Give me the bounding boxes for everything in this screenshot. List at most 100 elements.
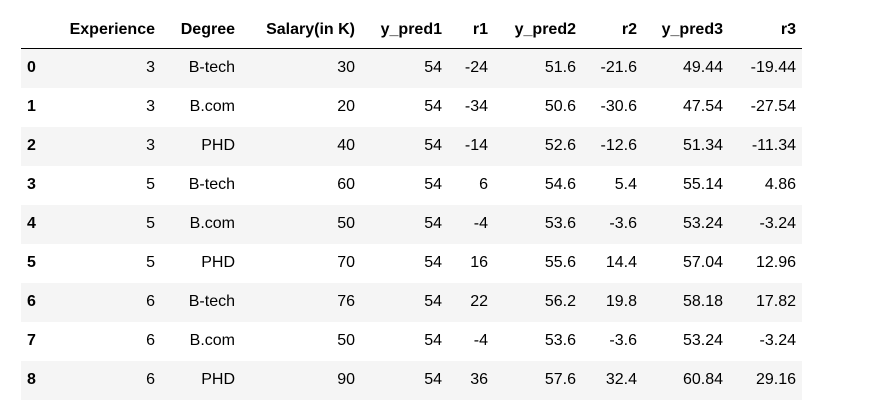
cell-r1: -34 <box>464 98 488 115</box>
cell-y-pred1: 54 <box>424 293 442 310</box>
cell-y-pred2: 56.2 <box>544 293 576 310</box>
cell-r2: -3.6 <box>609 332 637 349</box>
cell-r2: -21.6 <box>600 59 637 77</box>
cell-r2: 19.8 <box>605 293 637 310</box>
cell-y-pred1: 54 <box>424 137 442 154</box>
cell-degree: B.com <box>189 332 235 349</box>
row-index: 1 <box>27 98 36 115</box>
cell-r3: -27.54 <box>750 98 796 115</box>
index-header <box>21 12 55 49</box>
table-row: 5 5 PHD 70 54 16 55.6 14.4 57.04 12.96 <box>21 244 802 283</box>
table-body: 0 3 B-tech 30 54 -24 51.6 -21.6 49.44 -19.44 1 3 B.c… <box>21 48 802 400</box>
cell-degree: PHD <box>201 371 235 388</box>
cell-salary: 60 <box>337 176 355 193</box>
column-header-y-pred3: y_pred3 <box>643 12 729 49</box>
column-header-r2: r2 <box>582 12 643 49</box>
cell-experience: 5 <box>146 254 155 271</box>
column-header-y-pred2: y_pred2 <box>494 12 582 49</box>
cell-experience: 3 <box>146 98 155 115</box>
column-header-r1: r1 <box>448 12 494 49</box>
cell-r1: -24 <box>464 59 488 77</box>
table-row: 2 3 PHD 40 54 -14 52.6 -12.6 51.34 -11.34 <box>21 126 802 166</box>
cell-experience: 6 <box>146 371 155 388</box>
cell-degree: B.com <box>189 215 235 232</box>
cell-y-pred2: 52.6 <box>544 137 576 154</box>
dataframe-output: Experience Degree Salary(in K) y_pred1 r… <box>21 12 802 400</box>
table-row: 0 3 B-tech 30 54 -24 51.6 -21.6 49.44 -19.44 <box>21 48 802 88</box>
cell-experience: 5 <box>146 215 155 232</box>
cell-salary: 50 <box>337 215 355 232</box>
column-header-r3: r3 <box>729 12 802 49</box>
cell-experience: 3 <box>146 137 155 154</box>
table-row: 1 3 B.com 20 54 -34 50.6 -30.6 47.54 -27.54 <box>21 88 802 127</box>
cell-y-pred1: 54 <box>424 332 442 349</box>
cell-y-pred1: 54 <box>424 215 442 232</box>
cell-experience: 6 <box>146 332 155 349</box>
header-row: Experience Degree Salary(in K) y_pred1 r… <box>21 12 802 49</box>
cell-y-pred2: 55.6 <box>544 254 576 271</box>
cell-r2: 14.4 <box>605 254 637 271</box>
cell-degree: PHD <box>201 137 235 154</box>
row-index: 8 <box>27 371 36 388</box>
cell-r2: 32.4 <box>605 371 637 388</box>
cell-salary: 70 <box>337 254 355 271</box>
row-index: 5 <box>27 254 36 271</box>
cell-experience: 5 <box>146 176 155 193</box>
cell-y-pred3: 57.04 <box>682 254 723 271</box>
table-row: 7 6 B.com 50 54 -4 53.6 -3.6 53.24 -3.24 <box>21 322 802 361</box>
cell-y-pred1: 54 <box>424 254 442 271</box>
column-header-y-pred1: y_pred1 <box>361 12 448 49</box>
column-header-experience: Experience <box>55 12 161 49</box>
cell-r1: 22 <box>470 293 488 310</box>
cell-y-pred3: 53.24 <box>682 215 723 232</box>
cell-degree: B.com <box>189 98 235 115</box>
row-index: 3 <box>27 176 36 193</box>
cell-salary: 30 <box>337 59 355 77</box>
cell-degree: B-tech <box>188 176 235 193</box>
cell-y-pred3: 58.18 <box>682 293 723 310</box>
cell-salary: 40 <box>337 137 355 154</box>
cell-y-pred3: 51.34 <box>682 137 723 154</box>
cell-salary: 90 <box>337 371 355 388</box>
cell-y-pred1: 54 <box>424 176 442 193</box>
row-index: 7 <box>27 332 36 349</box>
cell-r1: -4 <box>473 215 488 232</box>
cell-r3: 29.16 <box>755 371 796 388</box>
column-header-salary: Salary(in K) <box>241 12 361 49</box>
cell-y-pred2: 53.6 <box>544 332 576 349</box>
cell-r3: -19.44 <box>750 59 796 77</box>
table-header: Experience Degree Salary(in K) y_pred1 r… <box>21 12 802 49</box>
cell-degree: PHD <box>201 254 235 271</box>
cell-y-pred2: 57.6 <box>544 371 576 388</box>
cell-y-pred2: 51.6 <box>544 59 576 77</box>
cell-r3: 17.82 <box>755 293 796 310</box>
cell-y-pred3: 49.44 <box>682 59 723 77</box>
cell-r3: 12.96 <box>755 254 796 271</box>
cell-y-pred3: 55.14 <box>682 176 723 193</box>
table-row: 8 6 PHD 90 54 36 57.6 32.4 60.84 29.16 <box>21 360 802 400</box>
cell-degree: B-tech <box>188 293 235 310</box>
cell-r1: 6 <box>479 176 488 193</box>
cell-y-pred3: 47.54 <box>682 98 723 115</box>
cell-y-pred3: 60.84 <box>682 371 723 388</box>
cell-salary: 76 <box>337 293 355 310</box>
cell-degree: B-tech <box>188 59 235 77</box>
cell-y-pred2: 54.6 <box>544 176 576 193</box>
row-index: 0 <box>27 59 36 77</box>
row-index: 4 <box>27 215 36 232</box>
dataframe-table: Experience Degree Salary(in K) y_pred1 r… <box>21 12 802 400</box>
cell-r1: -4 <box>473 332 488 349</box>
cell-r1: -14 <box>464 137 488 154</box>
cell-r3: -11.34 <box>751 137 796 154</box>
cell-salary: 50 <box>337 332 355 349</box>
cell-r2: -12.6 <box>600 137 637 154</box>
column-header-degree: Degree <box>161 12 241 49</box>
table-row: 4 5 B.com 50 54 -4 53.6 -3.6 53.24 -3.24 <box>21 204 802 244</box>
table-row: 6 6 B-tech 76 54 22 56.2 19.8 58.18 17.82 <box>21 282 802 322</box>
cell-experience: 3 <box>146 59 155 77</box>
cell-experience: 6 <box>146 293 155 310</box>
row-index: 6 <box>27 293 36 310</box>
cell-r1: 16 <box>470 254 488 271</box>
cell-r2: 5.4 <box>614 176 637 193</box>
cell-r3: 4.86 <box>764 176 796 193</box>
